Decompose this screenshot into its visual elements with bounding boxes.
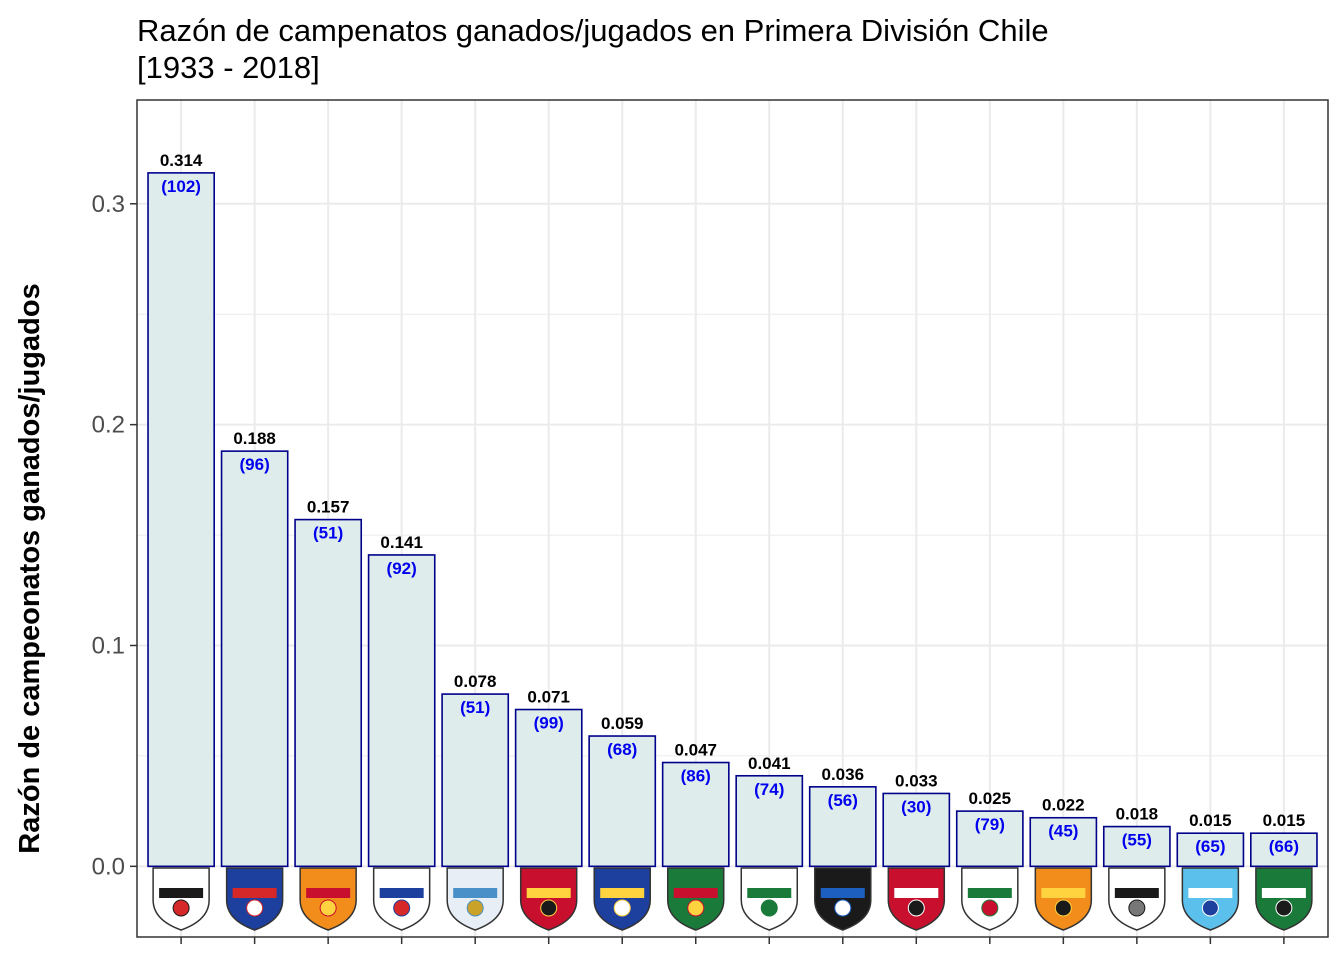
value-label: 0.059: [601, 714, 644, 733]
value-label: 0.047: [674, 741, 717, 760]
bar: [220, 450, 289, 868]
value-label: 0.036: [822, 765, 865, 784]
colo-colo-crest-icon: [152, 867, 210, 931]
played-label: (86): [681, 767, 711, 786]
palestino-crest-icon: [961, 867, 1019, 931]
y-tick-label: 0.0: [92, 853, 125, 880]
union-espanola-crest-icon: [519, 867, 578, 931]
value-label: 0.033: [895, 771, 938, 790]
bar: [808, 786, 877, 868]
data-labels: 0.314 (102) 0.188 (96) 0.157 (51) 0.141 (92) 0.0…: [160, 151, 1305, 856]
played-label: (65): [1195, 837, 1225, 856]
value-label: 0.041: [748, 754, 791, 773]
bars: [147, 172, 1318, 868]
played-label: (51): [460, 698, 490, 717]
san-felipe-crest-icon: [887, 867, 946, 931]
bar: [1029, 816, 1098, 868]
everton-crest-icon: [593, 867, 651, 931]
bar: [735, 774, 804, 868]
y-tick-label: 0.1: [92, 632, 125, 659]
bar: [294, 518, 363, 868]
value-label: 0.157: [307, 498, 350, 517]
played-label: (68): [607, 740, 637, 759]
value-label: 0.071: [527, 688, 570, 707]
wanderers-crest-icon: [740, 867, 799, 931]
value-label: 0.314: [160, 151, 203, 170]
played-label: (99): [534, 714, 564, 733]
chart-title: Razón de campenatos ganados/jugados en P…: [137, 13, 1049, 85]
cduc-crest-icon: [372, 867, 431, 931]
value-label: 0.188: [233, 429, 276, 448]
y-tick-label: 0.3: [92, 191, 125, 218]
bar: [1250, 832, 1318, 868]
played-label: (51): [313, 524, 343, 543]
value-label: 0.015: [1189, 811, 1232, 830]
value-label: 0.141: [380, 533, 423, 552]
bar: [588, 735, 657, 868]
magallanes-crest-icon: [446, 867, 504, 931]
bar: [514, 708, 583, 868]
bar: [441, 693, 510, 868]
team-crests: [152, 867, 1313, 931]
played-label: (30): [901, 797, 931, 816]
cobresal-crest-icon: [1034, 867, 1093, 931]
cobreloa-crest-icon: [299, 867, 357, 931]
bar: [1102, 825, 1171, 868]
played-label: (45): [1048, 822, 1078, 841]
bar: [1176, 832, 1245, 868]
bar: [661, 761, 730, 868]
axes: 0.0 0.1 0.2 0.3: [92, 191, 1285, 944]
bar: [955, 810, 1024, 868]
played-label: (102): [161, 177, 201, 196]
bar: [882, 792, 951, 868]
played-label: (56): [828, 791, 858, 810]
bar: [147, 172, 215, 868]
played-label: (74): [754, 780, 784, 799]
huachipato-crest-icon: [814, 867, 872, 931]
played-label: (66): [1269, 837, 1299, 856]
played-label: (55): [1122, 831, 1152, 850]
santiago-morning-crest-icon: [1108, 867, 1166, 931]
value-label: 0.015: [1263, 811, 1306, 830]
played-label: (92): [387, 559, 417, 578]
value-label: 0.025: [969, 789, 1012, 808]
bar: [367, 554, 436, 868]
played-label: (96): [240, 455, 270, 474]
played-label: (79): [975, 815, 1005, 834]
ohiggins-crest-icon: [1181, 867, 1240, 931]
value-label: 0.018: [1116, 805, 1159, 824]
audax-crest-icon: [666, 867, 725, 931]
value-label: 0.078: [454, 672, 497, 691]
u-de-chile-crest-icon: [225, 867, 284, 931]
temuco-crest-icon: [1255, 867, 1313, 931]
value-label: 0.022: [1042, 796, 1085, 815]
y-axis-label: Razón de campeonatos ganados/jugados: [14, 283, 46, 853]
plot-border: [136, 99, 1329, 938]
y-tick-label: 0.2: [92, 412, 125, 439]
